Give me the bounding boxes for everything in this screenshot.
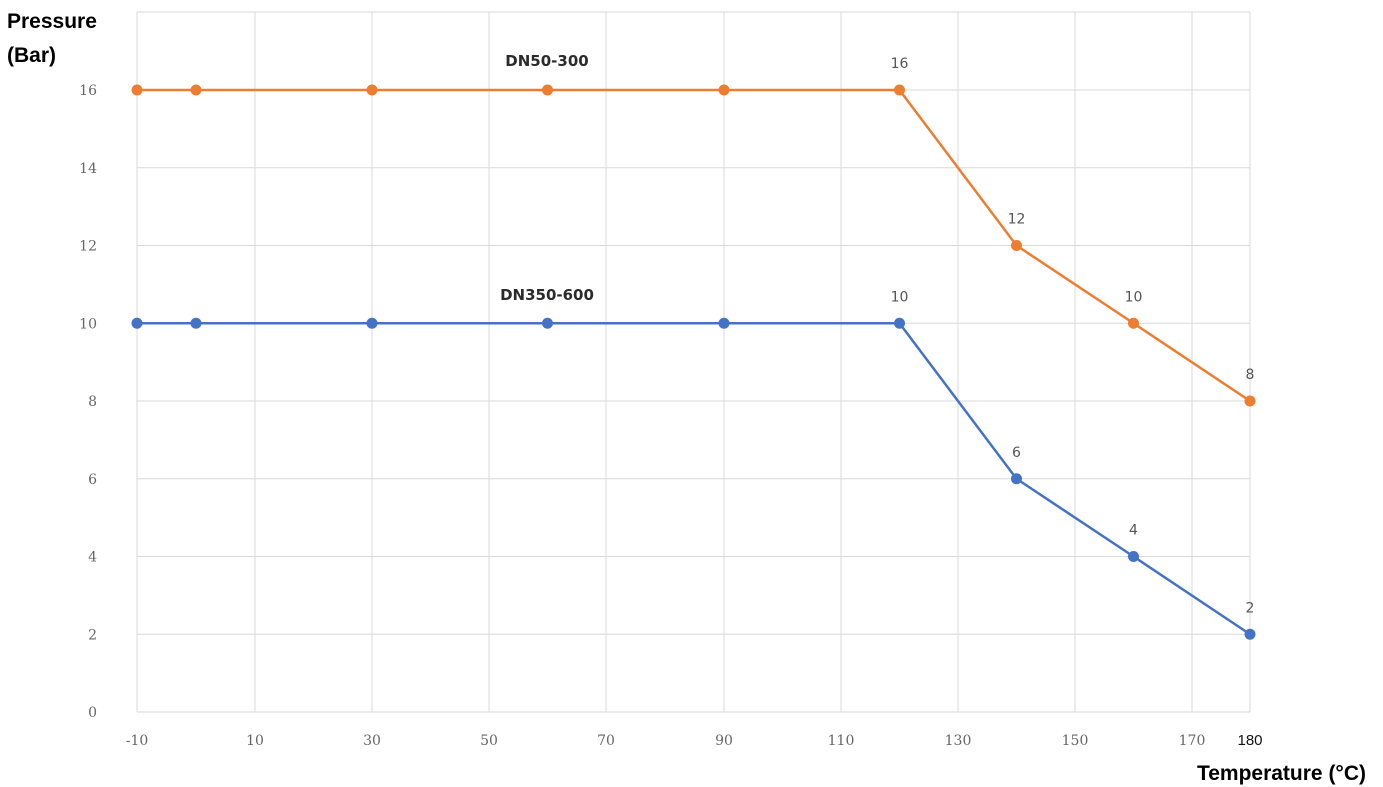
x-tick-label: 170 bbox=[1179, 733, 1206, 749]
data-point bbox=[1244, 395, 1256, 407]
y-axis-ticks: 0 2 4 6 8 10 12 14 16 bbox=[79, 83, 97, 721]
data-label: 10 bbox=[891, 289, 909, 305]
x-tick-label: 70 bbox=[597, 733, 615, 749]
data-point bbox=[131, 84, 143, 96]
data-point bbox=[542, 317, 553, 329]
y-tick-label: 12 bbox=[79, 239, 97, 255]
grid bbox=[136, 11, 1251, 713]
x-tick-label: 110 bbox=[828, 733, 855, 749]
y-tick-label: 10 bbox=[79, 316, 97, 332]
y-axis-title-line-2: (Bar) bbox=[7, 44, 56, 67]
data-label: 8 bbox=[1246, 367, 1255, 383]
y-tick-label: 8 bbox=[88, 394, 97, 410]
data-label: 12 bbox=[1008, 212, 1026, 228]
x-axis-ticks: -10 10 30 50 70 90 110 130 150 170 bbox=[126, 733, 1206, 749]
data-point bbox=[894, 84, 905, 96]
data-label: 16 bbox=[891, 56, 909, 72]
y-axis-title-line-1: Pressure bbox=[7, 10, 97, 33]
x-tick-label: 90 bbox=[715, 733, 733, 749]
data-point bbox=[1128, 551, 1139, 562]
data-point bbox=[1011, 473, 1022, 485]
data-point bbox=[1128, 317, 1139, 329]
data-label: 6 bbox=[1012, 445, 1021, 461]
x-tick-label: -10 bbox=[126, 733, 149, 749]
data-point bbox=[131, 317, 143, 329]
x-tick-label: 130 bbox=[945, 733, 972, 749]
x-tick-label: 50 bbox=[480, 733, 498, 749]
x-tick-label: 10 bbox=[246, 733, 264, 749]
y-tick-label: 16 bbox=[79, 83, 97, 99]
data-point bbox=[542, 84, 553, 96]
x-tick-label: 150 bbox=[1062, 733, 1089, 749]
y-tick-label: 4 bbox=[88, 550, 97, 566]
y-tick-label: 6 bbox=[88, 472, 97, 488]
x-tick-label: 30 bbox=[363, 733, 381, 749]
y-tick-label: 0 bbox=[88, 705, 97, 721]
series-dn50-300: 16 12 10 8 DN50-300 bbox=[131, 52, 1256, 407]
data-label: 10 bbox=[1125, 289, 1143, 305]
series-dn350-600: 10 6 4 2 DN350-600 bbox=[131, 286, 1256, 640]
x-tick-label-end: 180 bbox=[1237, 732, 1262, 749]
data-point bbox=[718, 84, 730, 96]
data-point bbox=[190, 84, 202, 96]
data-point bbox=[718, 317, 730, 329]
data-point bbox=[894, 317, 905, 329]
series-name-label: DN350-600 bbox=[500, 286, 594, 304]
data-point bbox=[1244, 628, 1256, 640]
data-point bbox=[1011, 240, 1022, 251]
data-label: 4 bbox=[1129, 523, 1138, 539]
series-name-label: DN50-300 bbox=[505, 52, 588, 70]
y-tick-label: 2 bbox=[88, 627, 97, 643]
data-label: 2 bbox=[1246, 600, 1255, 616]
y-tick-label: 14 bbox=[79, 161, 97, 177]
data-point bbox=[366, 84, 378, 96]
data-point bbox=[366, 317, 378, 329]
series-layer: 16 12 10 8 DN50-300 10 6 4 2 DN350-600 bbox=[131, 52, 1256, 640]
x-axis-title: Temperature (°C) bbox=[1197, 762, 1366, 785]
data-point bbox=[190, 317, 202, 329]
